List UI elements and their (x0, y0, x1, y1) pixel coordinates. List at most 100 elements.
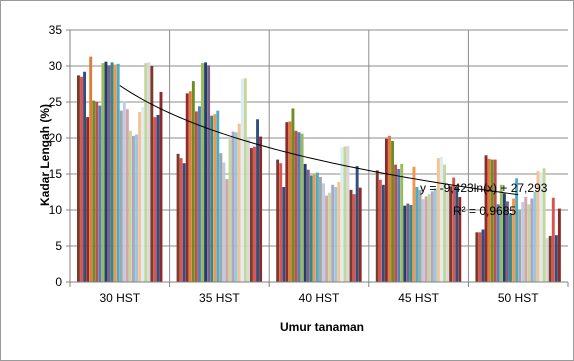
bar (352, 194, 356, 282)
bar (409, 204, 413, 282)
bar (490, 159, 494, 282)
bar (98, 105, 102, 282)
bar (521, 202, 525, 282)
bar (415, 186, 419, 282)
bar (291, 108, 295, 282)
bar (424, 196, 428, 282)
bar (443, 164, 446, 282)
bar (237, 123, 241, 282)
trendline (119, 85, 519, 196)
axes (66, 29, 569, 287)
bar (240, 78, 244, 283)
bar (403, 205, 407, 282)
bar (524, 197, 528, 282)
bar (478, 232, 482, 282)
bar (388, 135, 391, 282)
y-tick-label: 10 (49, 203, 63, 217)
x-tick-label: 40 HST (299, 291, 340, 305)
trendline-r-squared: R² = 0,9685 (453, 204, 516, 218)
bar (141, 107, 145, 282)
bar (89, 56, 93, 282)
bar (216, 110, 220, 282)
bar (110, 62, 114, 283)
bar (276, 159, 280, 282)
bar (210, 115, 214, 283)
bar (518, 210, 522, 282)
bar (346, 145, 350, 282)
bar (107, 65, 111, 282)
bar (246, 138, 250, 282)
bar (92, 100, 96, 282)
bar (440, 156, 443, 282)
bar (512, 198, 515, 282)
x-tick-label: 50 HST (498, 291, 539, 305)
bar (122, 101, 126, 282)
bar (458, 197, 462, 282)
bar (191, 81, 195, 283)
bar (557, 208, 561, 282)
bar (349, 189, 353, 282)
bar (331, 184, 335, 282)
y-tick-label: 25 (49, 95, 63, 109)
bar (551, 197, 555, 282)
bar (213, 114, 217, 283)
bar (430, 191, 434, 282)
bar (95, 102, 99, 282)
bar (325, 195, 329, 282)
bar (256, 119, 259, 282)
bar (125, 109, 129, 282)
bar (176, 153, 180, 282)
bar (436, 158, 440, 282)
bar (496, 204, 500, 282)
bar (86, 117, 90, 283)
bar (418, 189, 422, 282)
bar (406, 203, 410, 282)
y-tick-label: 15 (49, 167, 63, 181)
bar (502, 193, 506, 282)
bar (201, 63, 204, 283)
bar (328, 192, 332, 282)
bar (515, 178, 519, 282)
bar (484, 155, 488, 282)
bar (104, 61, 108, 283)
bar (530, 198, 534, 282)
bar (455, 186, 459, 282)
bar (554, 235, 558, 282)
bar (545, 238, 549, 282)
bar (499, 184, 503, 282)
bar (285, 122, 289, 282)
bar (539, 172, 543, 282)
bar (527, 204, 531, 282)
bar (188, 91, 192, 282)
bar (116, 63, 120, 283)
trendline-equation: y = -9,423ln(x) + 27,293 (420, 181, 548, 195)
bar (412, 166, 416, 282)
bar (219, 153, 223, 282)
bar (119, 110, 123, 282)
bar (243, 78, 247, 283)
x-tick-label: 45 HST (398, 291, 439, 305)
bar (340, 147, 344, 282)
y-tick-label: 5 (55, 239, 62, 253)
bar (509, 213, 512, 282)
bar (421, 199, 425, 282)
bar (493, 159, 497, 282)
bar (375, 170, 379, 282)
bar (487, 158, 491, 282)
bar (228, 139, 232, 282)
bar (391, 140, 394, 282)
bar (300, 133, 304, 282)
bar (282, 186, 286, 282)
bar (128, 130, 132, 282)
bar (381, 184, 385, 282)
bar (225, 179, 229, 282)
bar (150, 66, 154, 282)
bar (135, 134, 138, 282)
bar (231, 131, 235, 282)
bar (144, 63, 148, 283)
bar (505, 201, 509, 282)
bar (294, 130, 298, 282)
bar (153, 117, 157, 283)
bar (334, 186, 338, 282)
